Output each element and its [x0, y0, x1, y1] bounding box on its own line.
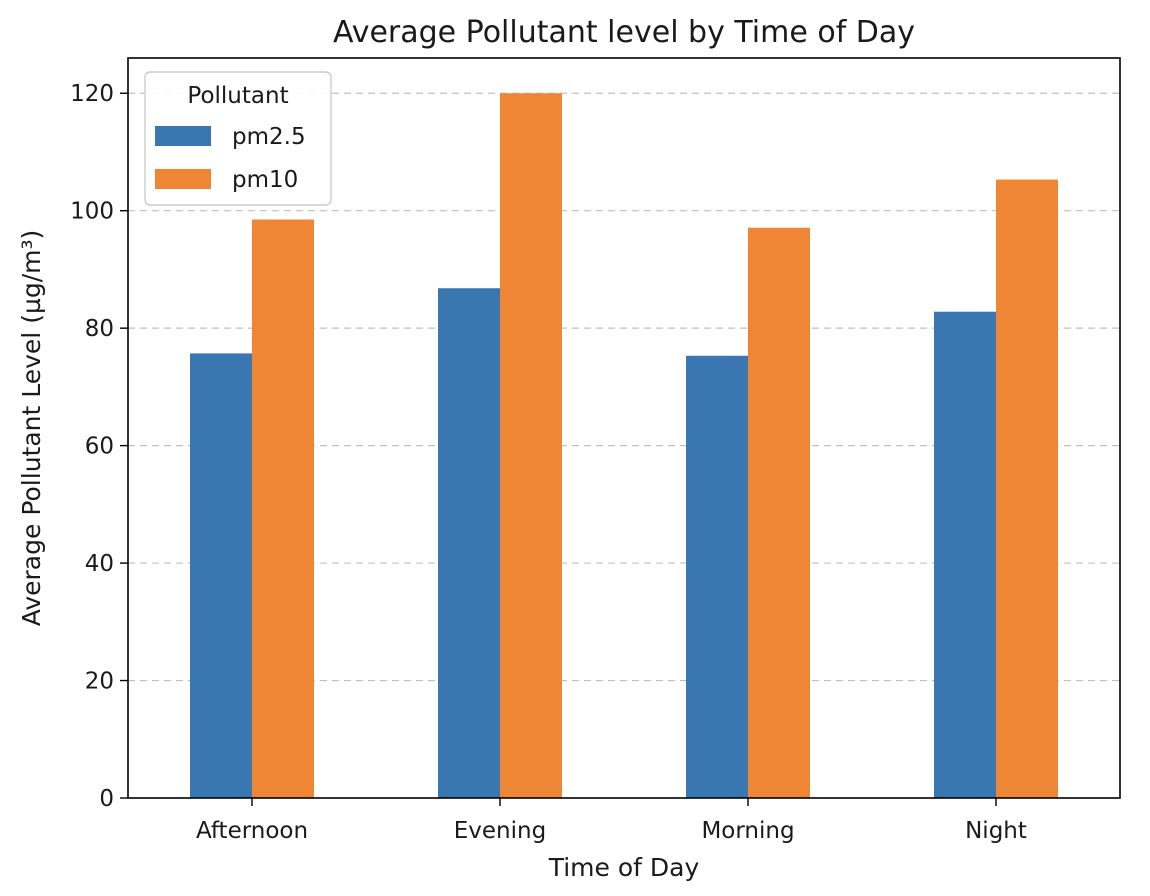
x-axis: Afternoon Evening Morning Night — [196, 798, 1027, 844]
x-tick-label: Morning — [701, 818, 794, 844]
bar-pm10-morning — [748, 227, 810, 798]
y-tick-label: 40 — [85, 551, 114, 577]
y-tick-label: 20 — [85, 669, 114, 695]
chart-title: Average Pollutant level by Time of Day — [333, 15, 915, 50]
plot-frame — [127, 57, 1121, 799]
bar-pm10-afternoon — [252, 219, 314, 798]
x-tick-label: Night — [965, 818, 1027, 844]
legend-swatch-pm10 — [155, 169, 211, 189]
bars — [190, 93, 1058, 799]
legend-label-pm2-5: pm2.5 — [232, 124, 306, 150]
x-tick-label: Afternoon — [196, 818, 308, 844]
y-tick-label: 80 — [85, 316, 114, 342]
x-axis-title: Time of Day — [548, 853, 700, 882]
y-tick-label: 0 — [99, 786, 114, 812]
legend-label-pm10: pm10 — [232, 167, 298, 193]
y-axis-title: Average Pollutant Level (µg/m³) — [17, 230, 46, 627]
legend: Pollutant pm2.5 pm10 — [144, 71, 332, 206]
legend-title: Pollutant — [187, 83, 288, 109]
bar-pm10-night — [996, 179, 1058, 799]
y-axis: 0 20 40 60 80 100 120 — [70, 81, 128, 812]
bar-pm10-evening — [500, 93, 562, 798]
bar-pm2-5-morning — [686, 355, 748, 798]
legend-swatch-pm2-5 — [155, 126, 211, 146]
y-tick-label: 60 — [85, 434, 114, 460]
gridlines — [128, 92, 1120, 682]
bar-pm2-5-night — [934, 311, 996, 798]
legend-items: pm2.5 pm10 — [155, 124, 306, 193]
bar-pm2-5-afternoon — [190, 353, 252, 798]
y-tick-label: 100 — [70, 199, 114, 225]
y-tick-label: 120 — [70, 81, 114, 107]
x-tick-label: Evening — [454, 818, 546, 844]
bar-pm2-5-evening — [438, 288, 500, 798]
